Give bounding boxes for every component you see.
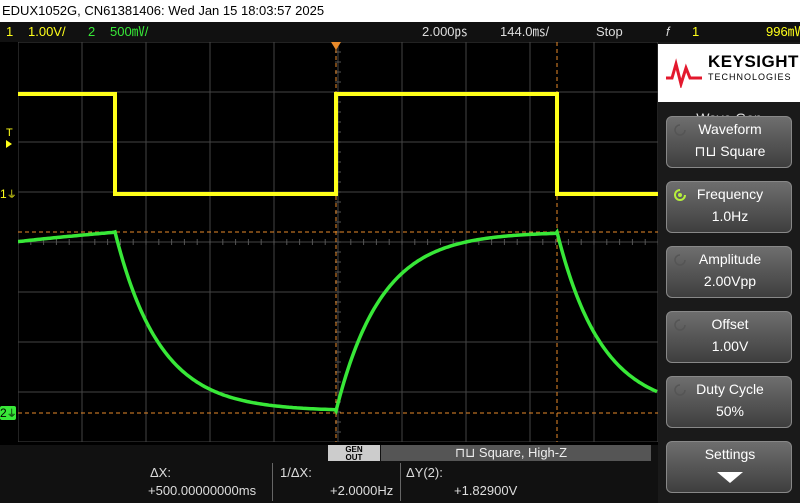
softkey-frequency[interactable]: Frequency 1.0Hz xyxy=(666,181,792,233)
softkey-value: ⊓⊔ Square xyxy=(694,143,766,159)
right-panel: 𝑓 1 996㎷ KEYSIGHT TECHNOLOGIES Wave Gen … xyxy=(658,22,800,503)
softkey-settings[interactable]: Settings xyxy=(666,441,792,493)
softkey-amplitude[interactable]: Amplitude 2.00Vpp xyxy=(666,246,792,298)
softkey-label: Offset xyxy=(711,316,749,332)
softkey-label: Waveform xyxy=(698,121,762,137)
submenu-arrow-icon xyxy=(717,472,743,483)
trigger-slope-icon: 𝑓 xyxy=(666,24,671,39)
ch1-ground-marker[interactable]: 1⏚ xyxy=(0,187,17,201)
separator xyxy=(272,463,273,501)
softkey-value: 1.00V xyxy=(711,338,749,354)
softkey-label: Amplitude xyxy=(698,251,762,267)
softkey-waveform[interactable]: Waveform ⊓⊔ Square xyxy=(666,116,792,168)
trigger-level-marker: T xyxy=(6,128,13,148)
softkey-value: 1.0Hz xyxy=(711,208,749,224)
waveform-svg xyxy=(17,41,659,443)
gen-out-top: GEN xyxy=(345,445,363,454)
wavegen-status-text: ⊓⊔ Square, High-Z xyxy=(455,445,568,460)
keysight-logo: KEYSIGHT TECHNOLOGIES xyxy=(658,44,800,102)
status-bar: 1 1.00V/ 2 500㎷/ 2.000㎰ 144.0㎳/ Stop xyxy=(0,22,658,42)
softkey-duty-cycle[interactable]: Duty Cycle 50% xyxy=(666,376,792,428)
trigger-level-arrow xyxy=(6,140,12,148)
ch2-trace xyxy=(17,228,658,415)
delta-x-value: +500.00000000ms xyxy=(148,483,257,498)
gen-out-bottom: OUT xyxy=(345,453,363,462)
run-state: Stop xyxy=(596,24,623,39)
delta-x-label: ΔX: xyxy=(150,465,171,480)
inv-delta-x-value: +2.0000Hz xyxy=(330,483,394,498)
entry-knob-icon xyxy=(674,124,686,136)
softkey-value: 50% xyxy=(715,403,745,419)
brand-name: KEYSIGHT xyxy=(708,52,799,71)
ch2-ground-label: 2 xyxy=(0,406,7,420)
softkey-label: Frequency xyxy=(696,186,764,202)
wavegen-status: ⊓⊔ Square, High-Z xyxy=(381,445,651,461)
separator xyxy=(400,463,401,501)
softkey-offset[interactable]: Offset 1.00V xyxy=(666,311,792,363)
softkey-label: Settings xyxy=(704,446,756,462)
entry-knob-icon xyxy=(674,319,686,331)
entry-knob-icon xyxy=(674,384,686,396)
brand-sub: TECHNOLOGIES xyxy=(708,72,792,82)
ch1-number[interactable]: 1 xyxy=(6,24,14,39)
delta-y-value: +1.82900V xyxy=(454,483,518,498)
inv-delta-x-label: 1/ΔX: xyxy=(280,465,312,480)
ground-icon: ⏚ xyxy=(6,190,17,201)
trigger-readout[interactable]: 𝑓 1 996㎷ xyxy=(658,22,800,42)
trigger-level-label: T xyxy=(6,127,13,139)
delay-readout[interactable]: 144.0㎳/ xyxy=(500,24,550,39)
timebase-readout[interactable]: 2.000㎰ xyxy=(422,24,468,39)
ground-icon: ⏚ xyxy=(6,409,17,420)
waveform-display[interactable] xyxy=(17,41,659,443)
trigger-source: 1 xyxy=(692,24,700,39)
keysight-wave-icon xyxy=(666,58,702,88)
gen-out-indicator[interactable]: GEN OUT xyxy=(328,445,380,462)
ch2-scale[interactable]: 500㎷/ xyxy=(110,24,149,39)
trigger-position-marker xyxy=(331,42,341,50)
entry-knob-icon xyxy=(674,189,686,201)
trigger-level: 996㎷ xyxy=(766,24,800,39)
ch2-number[interactable]: 2 xyxy=(88,24,96,39)
ch2-ground-marker[interactable]: 2⏚ xyxy=(0,406,17,420)
softkey-label: Duty Cycle xyxy=(696,381,764,397)
entry-knob-icon xyxy=(674,254,686,266)
ch1-scale[interactable]: 1.00V/ xyxy=(28,24,66,39)
ch1-trace xyxy=(18,92,658,196)
softkey-value: 2.00Vpp xyxy=(703,273,757,289)
delta-y-label: ΔY(2): xyxy=(406,465,443,480)
ch1-ground-label: 1 xyxy=(0,187,7,201)
window-title: EDUX1052G, CN61381406: Wed Jan 15 18:03:… xyxy=(0,0,800,22)
